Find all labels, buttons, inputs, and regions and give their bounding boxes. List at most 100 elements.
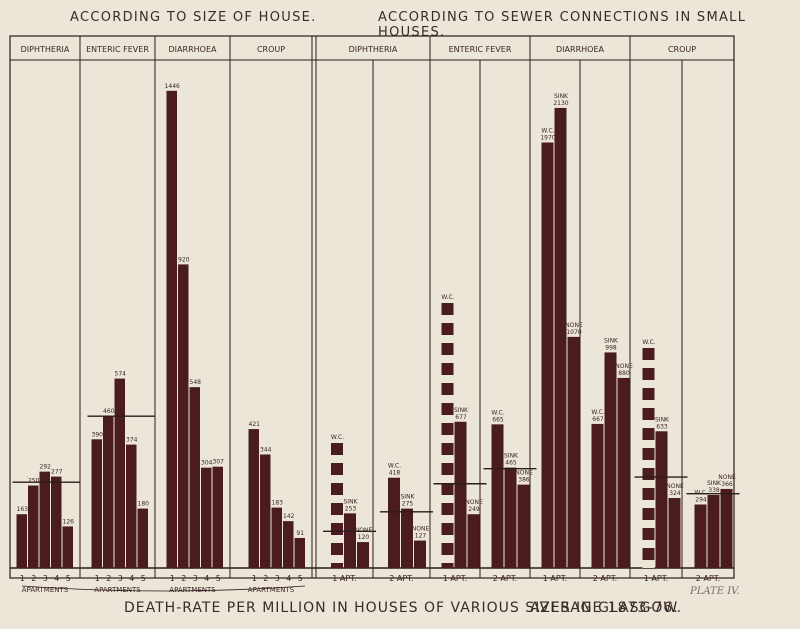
bar-value-label: 665 — [492, 416, 504, 423]
x-tick-label: 2 APT. — [696, 574, 720, 583]
header-size-of-house: According to Size of House. — [70, 10, 317, 25]
bar-value-label: 1970 — [540, 134, 555, 141]
bar-name-label: W.C. — [591, 409, 604, 416]
bar-value-label: 418 — [389, 470, 401, 477]
bar-value-label: 677 — [455, 414, 467, 421]
bar-value-label: 366 — [721, 481, 733, 488]
bar-value-label: 292 — [40, 464, 52, 471]
bar-none — [517, 484, 530, 568]
x-tick-label: 2 APT. — [389, 574, 413, 583]
x-axis-label: APARTMENTS — [169, 586, 216, 594]
bar-name-label: W.C. — [491, 409, 504, 416]
x-tick-label: 4 — [54, 574, 59, 583]
x-tick-label: 5 — [216, 574, 221, 583]
bar-value-label: 460 — [103, 408, 115, 415]
bar-name-label: SINK — [343, 498, 358, 505]
x-tick-label: 2 — [181, 574, 186, 583]
panel-label: ENTERIC FEVER — [449, 45, 512, 54]
bar-enteric-fever-3 — [114, 378, 125, 568]
bar-stripe — [441, 335, 454, 343]
bar-value-label: 667 — [592, 416, 604, 423]
bar-stripe — [642, 540, 655, 548]
bar-sink — [504, 467, 517, 568]
x-tick-label: 1 APT. — [644, 574, 668, 583]
bar-name-label: SINK — [400, 494, 415, 501]
bar-value-label: 127 — [415, 533, 427, 540]
bar-name-label: NONE — [412, 526, 430, 533]
bar-name-label: NONE — [718, 474, 736, 481]
bar-stripe — [441, 515, 454, 523]
bar-value-label: 120 — [358, 534, 370, 541]
bar-name-label: SINK — [655, 416, 670, 423]
bar-value-label: 465 — [505, 460, 517, 467]
panel-label: DIPHTHERIA — [349, 45, 398, 54]
x-tick-label: 4 — [204, 574, 209, 583]
bar-stripe — [642, 440, 655, 448]
bar-stripe — [441, 435, 454, 443]
bar-sink — [554, 107, 567, 569]
bar-diphtheria-4 — [51, 476, 62, 568]
bar-diarrhoea-5 — [212, 466, 223, 568]
bar-croup-2 — [260, 454, 271, 568]
bar-diphtheria-3 — [39, 471, 50, 568]
x-tick-label: 1 — [170, 574, 175, 583]
bar-sink — [655, 431, 668, 568]
bar-stripe — [642, 560, 655, 568]
bar-name-label: NONE — [515, 470, 533, 477]
bar-name-label: SINK — [707, 480, 722, 487]
x-tick-label: 2 — [263, 574, 268, 583]
bar-value-label: 180 — [138, 501, 150, 508]
x-tick-label: 2 APT. — [593, 574, 617, 583]
bar-value-label: 344 — [260, 446, 272, 453]
bar-none — [617, 377, 630, 568]
bar-stripe — [441, 375, 454, 383]
bar-value-label: 386 — [518, 477, 530, 484]
bar-diarrhoea-4 — [201, 467, 212, 568]
bar-value-label: 250 — [28, 478, 40, 485]
bar-value-label: 275 — [402, 501, 414, 508]
bar-value-label: 1446 — [165, 83, 180, 90]
bar-stripe — [642, 520, 655, 528]
x-tick-label: 3 — [118, 574, 123, 583]
bar-name-label: W.C. — [388, 463, 401, 470]
x-tick-label: 4 — [286, 574, 291, 583]
bar-stripe — [331, 455, 343, 463]
bar-wc — [694, 504, 707, 568]
bar-diphtheria-1 — [16, 514, 27, 568]
panel-label: CROUP — [668, 45, 696, 54]
bar-wc — [491, 424, 504, 568]
bar-stripe — [441, 555, 454, 563]
bar-sink — [604, 352, 617, 568]
x-axis-label: APARTMENTS — [94, 586, 141, 594]
bar-stripe — [331, 475, 343, 483]
bar-croup-4 — [283, 521, 294, 568]
bar-value-label: 253 — [345, 505, 357, 512]
x-tick-label: 1 — [20, 574, 25, 583]
bar-name-label: NONE — [666, 483, 684, 490]
bar-diphtheria-2 — [28, 485, 39, 568]
bar-none — [467, 514, 480, 568]
bar-croup-1 — [248, 429, 259, 568]
x-tick-label: 1 — [252, 574, 257, 583]
bar-stripe — [441, 315, 454, 323]
bar-value-label: 2130 — [553, 100, 568, 107]
bar-value-label: 390 — [92, 431, 104, 438]
panel-label: ENTERIC FEVER — [86, 45, 149, 54]
bar-stripe — [642, 500, 655, 508]
bar-none — [414, 540, 426, 568]
bar-wc — [591, 423, 604, 568]
x-tick-label: 3 — [275, 574, 280, 583]
apartments-brace — [21, 585, 306, 592]
bar-value-label: 998 — [605, 344, 617, 351]
x-tick-label: 4 — [129, 574, 134, 583]
plate-number: PLATE IV. — [690, 586, 740, 597]
x-tick-label: 1 APT. — [332, 574, 356, 583]
x-tick-label: 1 APT. — [543, 574, 567, 583]
bar-value-label: 126 — [63, 518, 75, 525]
bar-name-label: W.C. — [331, 434, 344, 441]
bar-enteric-fever-1 — [91, 439, 102, 568]
chart-frame — [9, 35, 735, 579]
x-tick-label: 5 — [66, 574, 71, 583]
panel-label: CROUP — [257, 45, 285, 54]
bar-value-label: 338 — [708, 487, 720, 494]
